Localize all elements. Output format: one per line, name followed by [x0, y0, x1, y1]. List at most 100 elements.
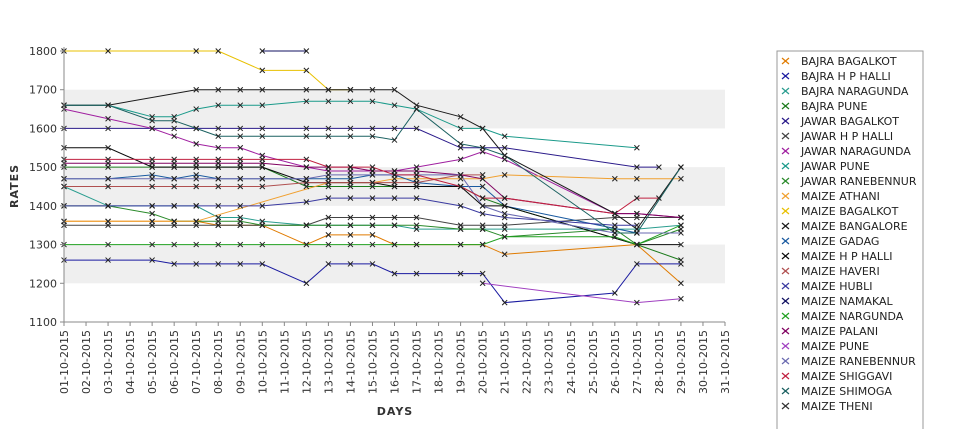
- data-point: [149, 210, 155, 217]
- data-point: [325, 214, 332, 221]
- data-point: [369, 86, 376, 93]
- data-point: [369, 261, 376, 267]
- legend-label: JAWAR RANEBENNUR: [800, 175, 917, 188]
- data-point: [391, 241, 398, 248]
- legend-item: MAIZE HAVERI: [781, 265, 880, 278]
- data-point: [215, 48, 222, 54]
- data-point: [259, 156, 266, 163]
- legend-item: MAIZE NAMAKAL: [781, 295, 894, 308]
- x-tick-label: 25-10-2015: [587, 330, 600, 394]
- data-point: [347, 232, 354, 238]
- data-point: [634, 261, 640, 267]
- legend-label: MAIZE H P HALLI: [801, 250, 892, 263]
- data-point: [413, 270, 420, 277]
- x-tick-label: 08-10-2015: [212, 330, 225, 394]
- data-point: [325, 164, 332, 170]
- data-point: [193, 156, 200, 163]
- data-point: [413, 241, 420, 248]
- data-point: [369, 125, 376, 132]
- data-point: [501, 233, 508, 240]
- data-point: [215, 241, 222, 248]
- data-point: [325, 125, 332, 132]
- legend-label: BAJRA NARAGUNDA: [801, 85, 909, 98]
- data-point: [193, 125, 200, 132]
- data-point: [413, 179, 420, 186]
- legend-box: [776, 50, 924, 429]
- x-tick-label: 17-10-2015: [411, 330, 424, 394]
- data-point: [303, 86, 310, 93]
- x-tick-label: 20-10-2015: [477, 330, 490, 394]
- series-line: [63, 108, 681, 218]
- legend-label: JAWAR PUNE: [800, 160, 870, 173]
- legend-item: MAIZE THENI: [781, 400, 873, 413]
- data-point: [105, 144, 111, 151]
- x-tick-label: 12-10-2015: [300, 330, 313, 394]
- data-point: [193, 141, 200, 147]
- data-point: [391, 222, 398, 229]
- x-tick-label: 27-10-2015: [631, 330, 644, 394]
- data-point: [656, 164, 662, 170]
- data-point: [347, 222, 354, 229]
- data-point: [149, 203, 155, 209]
- data-point: [501, 152, 508, 159]
- series-line: [64, 100, 637, 149]
- data-point: [171, 183, 178, 190]
- data-point: [149, 156, 155, 163]
- data-point: [457, 141, 464, 147]
- data-point: [457, 270, 464, 277]
- data-point: [259, 125, 266, 132]
- x-tick-label: 18-10-2015: [433, 330, 446, 394]
- data-point: [479, 183, 486, 190]
- data-point: [501, 251, 508, 258]
- data-point: [347, 125, 354, 132]
- x-tick-label: 13-10-2015: [322, 330, 335, 394]
- data-point: [193, 175, 200, 182]
- legend-label: MAIZE HAVERI: [801, 265, 880, 278]
- data-point: [259, 203, 266, 209]
- data-point: [105, 218, 111, 225]
- data-point: [237, 125, 244, 132]
- data-point: [171, 133, 178, 140]
- x-tick-label: 19-10-2015: [455, 330, 468, 394]
- legend-label: MAIZE NARGUNDA: [801, 310, 904, 323]
- data-point: [171, 156, 178, 163]
- data-point: [634, 299, 640, 306]
- data-point: [215, 175, 222, 182]
- data-point: [413, 222, 420, 229]
- data-point: [678, 280, 684, 287]
- data-point: [215, 203, 222, 209]
- data-point: [479, 210, 486, 217]
- data-point: [325, 98, 332, 105]
- x-tick-label: 28-10-2015: [653, 330, 666, 394]
- data-point: [678, 257, 684, 263]
- legend-label: JAWAR H P HALLI: [800, 130, 893, 143]
- data-point: [678, 214, 684, 221]
- data-point: [501, 133, 508, 140]
- legend-item: JAWAR BAGALKOT: [781, 115, 899, 128]
- data-point: [413, 172, 420, 178]
- legend-label: JAWAR BAGALKOT: [800, 115, 899, 128]
- data-point: [634, 144, 640, 151]
- y-tick-label: 1600: [29, 122, 57, 135]
- data-point: [105, 183, 111, 190]
- data-point: [479, 280, 486, 287]
- x-tick-label: 24-10-2015: [565, 330, 578, 394]
- data-point: [479, 195, 486, 201]
- data-point: [678, 241, 684, 248]
- data-point: [369, 214, 376, 221]
- data-point: [303, 175, 310, 182]
- legend-label: MAIZE HUBLI: [801, 280, 872, 293]
- data-point: [457, 125, 464, 132]
- legend-label: JAWAR NARAGUNDA: [800, 145, 911, 158]
- data-point: [259, 86, 266, 93]
- grid-band: [64, 89, 725, 129]
- data-point: [391, 179, 398, 186]
- data-point: [501, 144, 508, 151]
- data-point: [237, 144, 244, 151]
- data-point: [634, 164, 640, 170]
- data-point: [369, 179, 376, 186]
- data-point: [391, 125, 398, 132]
- data-point: [656, 195, 662, 201]
- data-point: [303, 133, 310, 140]
